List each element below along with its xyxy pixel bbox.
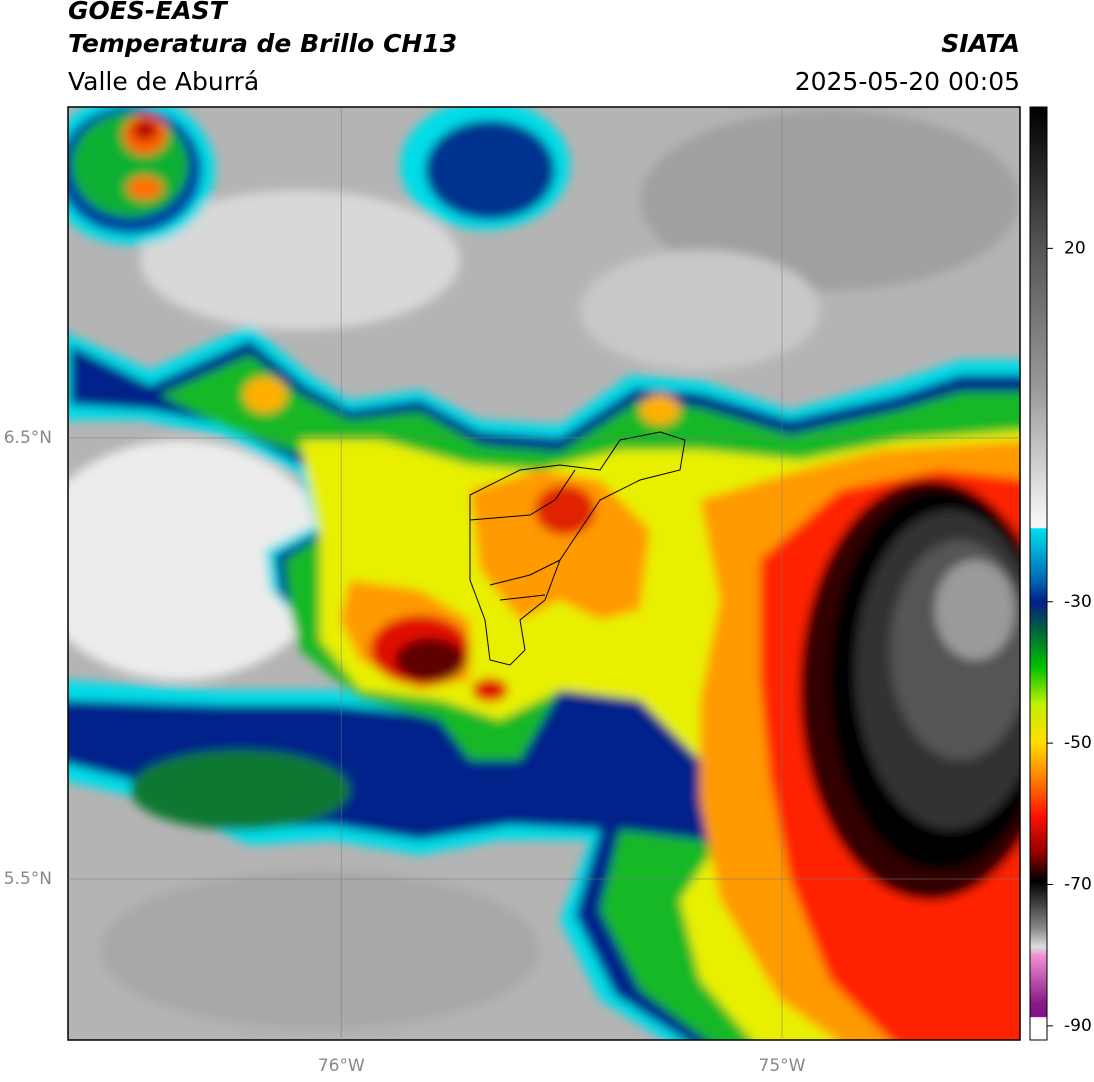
map-frame	[67, 106, 1021, 1041]
title: GOES-EAST	[68, 0, 229, 25]
colorbar-tick-label: 20	[1064, 238, 1086, 258]
colorbar-tick-label: -30	[1064, 592, 1092, 612]
datetime: 2025-05-20 00:05	[795, 67, 1020, 96]
source: SIATA	[941, 29, 1020, 58]
municipality-borders	[469, 431, 686, 666]
colorbar-tick-label: -50	[1064, 733, 1092, 753]
lat-label: 6.5°N	[4, 428, 52, 448]
lat-label: 5.5°N	[4, 869, 52, 889]
lon-label: 75°W	[759, 1056, 806, 1076]
subtitle: Temperatura de Brillo CH13	[68, 29, 457, 58]
colorbar-tick-label: -90	[1064, 1016, 1092, 1036]
region: Valle de Aburrá	[68, 67, 259, 96]
colorbar-tick-label: -70	[1064, 875, 1092, 895]
satellite-image	[68, 107, 1020, 1040]
colorbar	[1029, 106, 1048, 1041]
lon-label: 76°W	[318, 1056, 365, 1076]
